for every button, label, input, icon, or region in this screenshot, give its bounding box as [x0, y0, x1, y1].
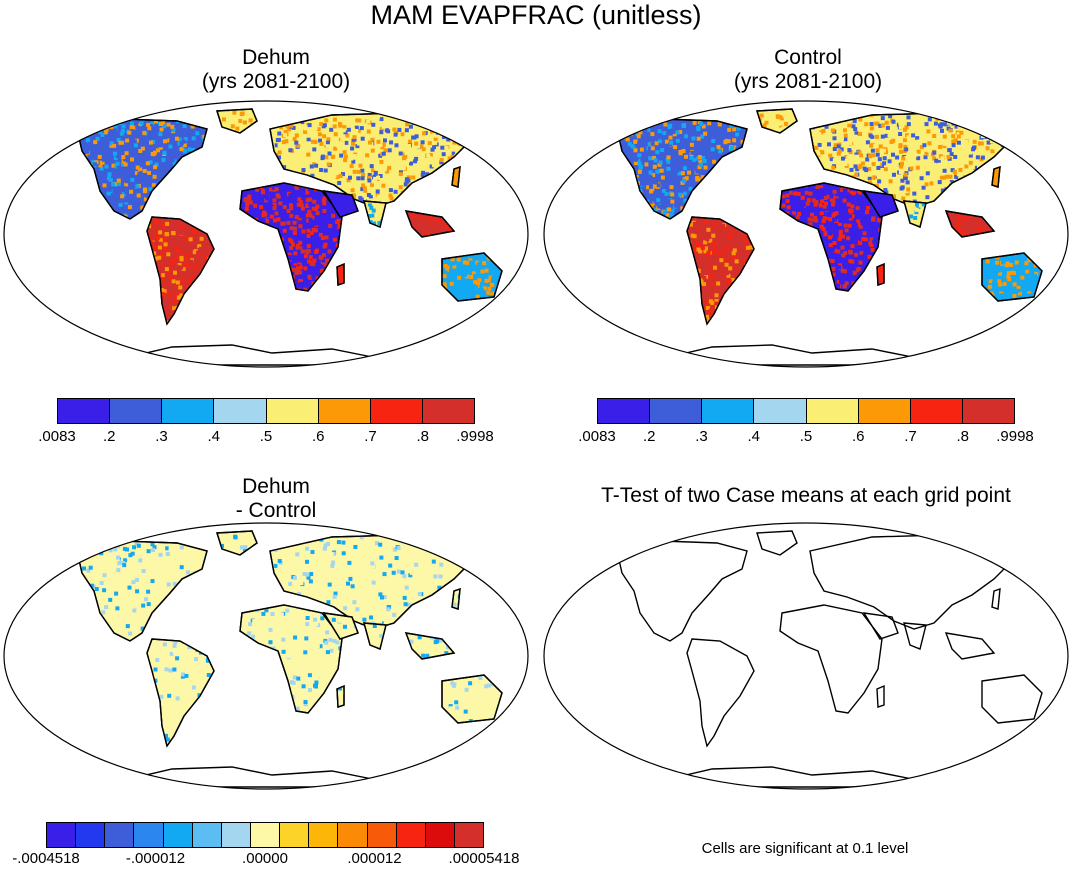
panel-title-line2: (yrs 2081-2100): [733, 70, 883, 93]
panel-title-line1: Control: [774, 46, 842, 69]
colorbar-tick-label: .7: [364, 428, 377, 445]
colorbar-swatch: [76, 823, 106, 847]
panel-title-line1: Dehum: [242, 475, 310, 498]
colorbar-swatch: [338, 823, 368, 847]
landmass-australia: [981, 674, 1043, 724]
panel-title-dehum: Dehum (yrs 2081-2100): [26, 46, 526, 94]
colorbar-swatch: [396, 823, 426, 847]
colorbar-tick-label: .2: [102, 428, 116, 445]
colorbar-swatch: [858, 399, 911, 423]
colorbar-swatch: [110, 399, 163, 423]
colorbar-swatch: [47, 823, 77, 847]
colorbar-swatch: [367, 823, 397, 847]
colorbar-tick-label: .9998: [456, 428, 494, 445]
colorbar-swatch: [105, 823, 135, 847]
colorbar-tick-label: .6: [311, 428, 325, 445]
panel-title-line1: T-Test of two Case means at each grid po…: [601, 484, 1011, 507]
landmass-japan: [991, 587, 1001, 610]
colorbar-tick-label: .0083: [578, 428, 616, 445]
map-border: [543, 100, 1069, 368]
panel-title-control: Control (yrs 2081-2100): [558, 46, 1058, 94]
landmass-antarctica: [651, 344, 924, 366]
colorbar-swatch: [754, 399, 807, 423]
colorbar-swatch: [192, 823, 222, 847]
colorbar-tick-label: .2: [642, 428, 656, 445]
map-difference: [3, 522, 529, 790]
colorbar-tick-label: -.000012: [125, 850, 186, 867]
colorbar-tick-label: .9998: [996, 428, 1034, 445]
colorbar-swatch: [266, 399, 319, 423]
colorbar-swatch: [309, 823, 339, 847]
colorbar-dehum-ticks: .0083 .2 .3 .4 .5 .6 .7 .8 .9998: [38, 428, 494, 448]
panel-title-line2: - Control: [235, 499, 317, 522]
colorbar-tick-label: .5: [799, 428, 813, 445]
colorbar-swatch: [318, 399, 371, 423]
colorbar-swatch: [250, 823, 281, 847]
map-dehum: [3, 100, 529, 368]
colorbar-dehum: [57, 398, 475, 424]
landmass-southeast-asia: [944, 632, 996, 660]
landmass-madagascar: [876, 684, 885, 708]
colorbar-swatch: [214, 399, 267, 423]
landmass-antarctica: [651, 766, 924, 788]
colorbar-swatch: [425, 823, 455, 847]
colorbar-difference: [46, 822, 484, 848]
colorbar-tick-label: .00000: [242, 850, 288, 867]
colorbar-tick-label: .8: [956, 428, 970, 445]
map-ttest: [543, 522, 1069, 790]
colorbar-tick-label: .3: [695, 428, 708, 445]
map-border: [3, 100, 529, 368]
colorbar-tick-label: .3: [155, 428, 168, 445]
colorbar-tick-label: .4: [207, 428, 221, 445]
panel-title-ttest: T-Test of two Case means at each grid po…: [542, 484, 1070, 508]
panel-title-line2: (yrs 2081-2100): [201, 70, 351, 93]
landmass-arabia: [862, 612, 899, 640]
landmass-india: [903, 622, 927, 650]
map-border: [3, 522, 529, 790]
figure-title: MAM EVAPFRAC (unitless): [370, 0, 702, 30]
colorbar-swatch: [134, 823, 164, 847]
landmass-africa: [779, 604, 883, 714]
colorbar-swatch: [163, 823, 193, 847]
colorbar-swatch: [280, 823, 310, 847]
landmass-north-america: [616, 540, 748, 642]
landmass-antarctica: [111, 344, 384, 366]
colorbar-swatch: [58, 399, 111, 423]
colorbar-swatch: [806, 399, 859, 423]
colorbar-tick-label: .000012: [347, 850, 402, 867]
colorbar-tick-label: .5: [259, 428, 273, 445]
colorbar-tick-label: .6: [851, 428, 865, 445]
landmass-greenland: [216, 530, 258, 556]
landmass-south-america: [686, 638, 755, 748]
colorbar-swatch: [702, 399, 755, 423]
panel-title-difference: Dehum - Control: [26, 475, 526, 523]
colorbar-tick-label: .00005418: [448, 850, 520, 867]
colorbar-swatch: [422, 399, 474, 423]
colorbar-swatch: [962, 399, 1014, 423]
panel-title-line1: Dehum: [242, 46, 310, 69]
colorbar-swatch: [370, 399, 423, 423]
colorbar-tick-label: -.0004518: [12, 850, 80, 867]
colorbar-tick-label: .7: [904, 428, 917, 445]
colorbar-swatch: [454, 823, 484, 847]
landmass-antarctica: [111, 766, 384, 788]
colorbar-control-ticks: .0083 .2 .3 .4 .5 .6 .7 .8 .9998: [578, 428, 1034, 448]
map-border: [543, 522, 1069, 790]
colorbar-swatch: [598, 399, 651, 423]
colorbar-control: [597, 398, 1015, 424]
colorbar-tick-label: .4: [747, 428, 761, 445]
colorbar-difference-ticks: -.0004518 -.000012 .00000 .000012 .00005418: [12, 850, 519, 870]
colorbar-swatch: [650, 399, 703, 423]
landmass-greenland: [756, 530, 798, 556]
colorbar-tick-label: .8: [416, 428, 430, 445]
colorbar-swatch: [910, 399, 963, 423]
map-control: [543, 100, 1069, 368]
landmass-europe-asia: [809, 534, 1013, 630]
colorbar-swatch: [162, 399, 215, 423]
field-cells: [338, 686, 344, 695]
colorbar-tick-label: .0083: [38, 428, 76, 445]
colorbar-swatch: [221, 823, 251, 847]
field-cells: [448, 675, 502, 723]
significance-note: Cells are significant at 0.1 level: [701, 840, 909, 857]
